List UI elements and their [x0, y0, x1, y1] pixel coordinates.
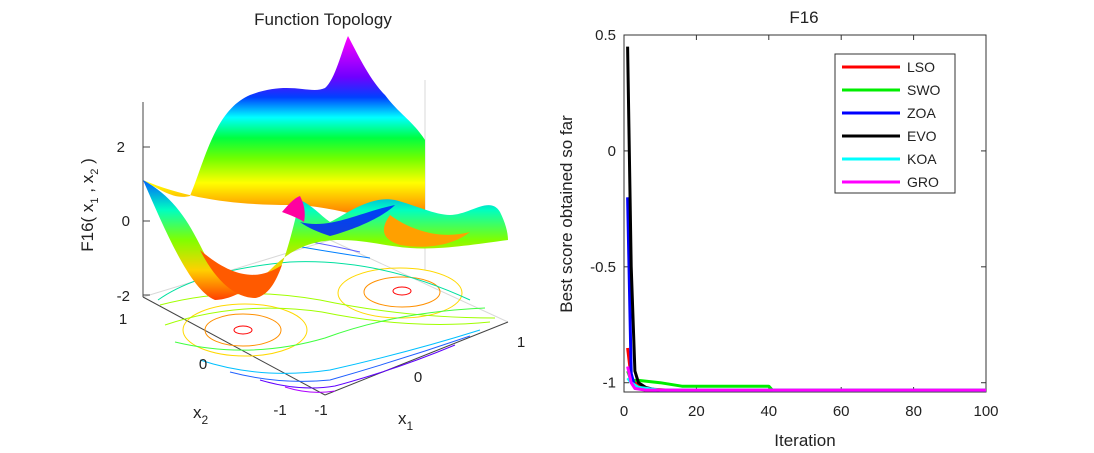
surface-blue-band: [300, 205, 395, 236]
x1-ticks: -1 0 1: [314, 334, 525, 419]
surface-spike-front: [282, 196, 305, 222]
z-axis-label-mid: , x: [78, 174, 97, 197]
y-tick-label: -1: [603, 375, 616, 392]
y-tick-label: 0.5: [595, 27, 616, 44]
surface-back-patch: [143, 36, 425, 240]
legend-label-evo: EVO: [907, 128, 937, 144]
legend[interactable]: LSO SWO ZOA EVO KOA GRO: [834, 53, 956, 194]
x-tick-label: 80: [905, 403, 922, 420]
x2-axis-label: x2: [193, 403, 209, 427]
x2-ticks: 1 0 -1: [119, 311, 287, 419]
series-line-gro: [626, 366, 986, 392]
z-axis-label-sub2: 2: [89, 169, 101, 175]
surface-bowl-right: [383, 215, 470, 247]
surface-plot: Function Topology: [78, 10, 525, 433]
series-lines: [626, 46, 986, 392]
legend-box: [834, 53, 956, 194]
chart-title: F16: [789, 8, 818, 27]
x-tick-label: 60: [833, 403, 850, 420]
surface-bowl-left: [200, 250, 282, 298]
x-tick-label: 0: [620, 403, 628, 420]
legend-label-zoa: ZOA: [907, 105, 936, 121]
z-axis-label-main: F16( x: [78, 203, 97, 252]
x-tick-label: 40: [760, 403, 777, 420]
x1-axis-label: x1: [398, 409, 414, 433]
surface-front-patch: [143, 180, 508, 300]
x-tick-label: 20: [688, 403, 705, 420]
x2-axis-label-main: x: [193, 403, 202, 422]
surface-plot-title: Function Topology: [254, 10, 392, 29]
legend-entries: LSO SWO ZOA EVO KOA GRO: [842, 59, 941, 190]
x1-tick-label: -1: [314, 402, 327, 419]
legend-label-gro: GRO: [907, 174, 939, 190]
x-axis-label: Iteration: [774, 431, 835, 450]
x2-tick-label: 0: [199, 356, 207, 373]
x-tick-label: 100: [973, 403, 998, 420]
z-tick-label: 0: [122, 213, 130, 230]
x2-tick-label: 1: [119, 311, 127, 328]
z-axis-label-end: ): [78, 158, 97, 168]
x-ticks: 0 20 40 60 80 100: [620, 35, 999, 420]
x1-tick-label: 0: [414, 369, 422, 386]
z-axis-label-sub1: 1: [89, 197, 101, 203]
surface-mesh: [143, 36, 508, 300]
x2-tick-label: -1: [273, 402, 286, 419]
x1-axis-label-main: x: [398, 409, 407, 428]
contour-min-right: [392, 286, 412, 296]
z-axis-label: F16( x1 , x2 ): [78, 158, 101, 252]
convergence-plot: F16 0 20 40 60 80 100 0.5 0 -0.5 -1 Iteration Be…: [557, 8, 999, 450]
x2-axis-label-sub: 2: [202, 413, 209, 427]
legend-label-lso: LSO: [907, 59, 935, 75]
z-tick-label: 2: [117, 139, 125, 156]
z-ticks: 2 0 -2: [117, 139, 130, 305]
y-tick-label: -0.5: [590, 259, 616, 276]
z-tick-label: -2: [117, 288, 130, 305]
x1-axis-label-sub: 1: [407, 419, 414, 433]
y-axis-label: Best score obtained so far: [557, 115, 576, 313]
contour-min-left: [233, 325, 253, 335]
y-ticks: 0.5 0 -0.5 -1: [590, 27, 986, 392]
legend-label-swo: SWO: [907, 82, 941, 98]
y-tick-label: 0: [608, 143, 616, 160]
legend-label-koa: KOA: [907, 151, 937, 167]
x1-tick-label: 1: [517, 334, 525, 351]
